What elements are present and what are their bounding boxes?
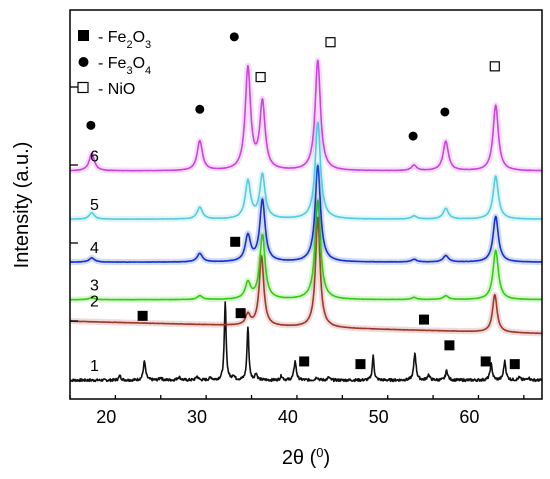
legend-text-part: - NiO <box>98 81 135 98</box>
fe2o3-marker <box>299 356 310 367</box>
legend-label: - Fe2O3 <box>98 29 151 51</box>
legend-label: - NiO <box>98 81 135 98</box>
sample-label-1: 1 <box>90 358 99 375</box>
series-6-line <box>69 59 543 172</box>
fe2o3-marker <box>235 308 246 319</box>
legend-fe2o3-marker <box>78 30 89 41</box>
x-axis-title-paren-close: ) <box>324 447 331 469</box>
legend-subscript: 3 <box>126 65 132 77</box>
marker-layer <box>86 32 520 370</box>
series-2-line <box>69 216 543 335</box>
plot-frame <box>69 9 543 400</box>
fe3o4-marker <box>229 32 239 42</box>
series-3-line <box>69 199 543 301</box>
series-6-glow <box>67 57 545 174</box>
series-1-line <box>69 301 543 383</box>
legend-text-part: O <box>133 55 145 72</box>
legend-label: - Fe3O4 <box>98 55 151 77</box>
x-axis-title-main: 2θ <box>282 447 304 469</box>
y-axis-title: Intensity (a.u.) <box>11 142 33 269</box>
fe2o3-marker <box>509 359 520 370</box>
legend: - Fe2O3- Fe3O4- NiO <box>77 29 151 98</box>
nio-marker <box>325 37 336 48</box>
fe2o3-marker <box>230 236 241 247</box>
fe2o3-marker <box>137 310 148 321</box>
legend-text-part: - Fe <box>98 29 127 46</box>
legend-subscript: 2 <box>126 39 132 51</box>
fe2o3-marker <box>419 314 429 325</box>
legend-subscript: 3 <box>145 39 151 51</box>
x-tick-label: 20 <box>96 407 116 427</box>
fe3o4-marker <box>440 107 450 117</box>
series-layer <box>67 57 545 383</box>
x-tick-label: 60 <box>459 407 479 427</box>
sample-label-6: 6 <box>90 149 99 166</box>
x-axis-title-paren-open: ( <box>304 447 317 469</box>
fe3o4-marker <box>86 120 96 130</box>
sample-label-3: 3 <box>90 277 99 294</box>
legend-text-part: O <box>133 29 145 46</box>
nio-marker <box>489 61 500 72</box>
sample-label-2: 2 <box>90 293 99 310</box>
x-tick-label: 30 <box>187 407 207 427</box>
x-axis-title: 2θ (0) <box>282 445 330 470</box>
legend-text-part: - Fe <box>98 55 127 72</box>
fe2o3-marker <box>444 340 455 351</box>
fe2o3-marker <box>355 359 366 370</box>
series-5-line <box>69 121 543 221</box>
legend-fe3o4-marker <box>78 57 89 67</box>
sample-label-4: 4 <box>90 240 99 257</box>
x-tick-label: 40 <box>278 407 298 427</box>
fe3o4-marker <box>408 131 418 141</box>
x-tick-label: 50 <box>369 407 389 427</box>
x-axis-title-unit: 0 <box>316 445 323 460</box>
tick-layer: 20 30 40 50 60 <box>69 86 525 427</box>
fe3o4-marker <box>195 104 205 114</box>
legend-nio-marker <box>77 81 89 94</box>
legend-subscript: 4 <box>145 65 151 77</box>
series-4-line <box>69 164 543 263</box>
fe2o3-marker <box>480 356 491 367</box>
sample-label-5: 5 <box>90 197 99 214</box>
nio-marker <box>255 71 266 83</box>
